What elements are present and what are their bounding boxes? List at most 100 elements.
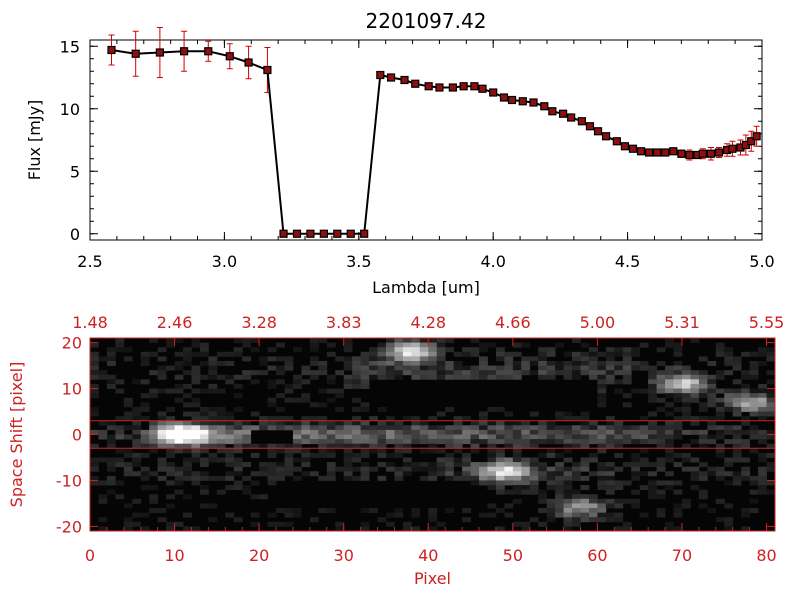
image-pixel: [208, 434, 218, 440]
image-pixel: [419, 475, 429, 481]
image-pixel: [546, 480, 556, 486]
image-pixel: [504, 351, 514, 357]
image-pixel: [436, 448, 446, 454]
image-pixel: [343, 360, 353, 366]
image-pixel: [479, 471, 488, 477]
image-pixel: [665, 370, 674, 376]
image-pixel: [123, 425, 133, 431]
image-pixel: [267, 480, 277, 486]
image-pixel: [470, 425, 480, 431]
image-pixel: [512, 498, 522, 504]
image-pixel: [445, 374, 455, 380]
image-pixel: [183, 448, 192, 454]
image-pixel: [377, 425, 387, 431]
image-pixel: [614, 429, 624, 435]
image-pixel: [495, 508, 505, 514]
image-pixel: [749, 365, 759, 371]
image-pixel: [394, 356, 404, 362]
image-pixel: [149, 420, 159, 426]
image-pixel: [208, 406, 218, 412]
image-pixel: [199, 388, 209, 394]
image-pixel: [656, 397, 666, 403]
image-pixel: [343, 365, 353, 371]
image-pixel: [715, 471, 725, 477]
image-pixel: [208, 452, 218, 458]
image-pixel: [276, 475, 285, 481]
image-pixel: [588, 452, 598, 458]
image-pixel: [90, 480, 99, 486]
image-pixel: [259, 494, 268, 500]
image-pixel: [614, 498, 624, 504]
image-pixel: [335, 356, 345, 362]
data-point: [499, 93, 509, 102]
image-pixel: [208, 457, 218, 463]
image-pixel: [741, 402, 751, 408]
image-pixel: [157, 466, 167, 472]
data-point: [448, 83, 457, 92]
image-pixel: [411, 365, 421, 371]
image-pixel: [614, 360, 624, 366]
data-point: [645, 148, 654, 157]
image-pixel: [555, 452, 564, 458]
image-pixel: [411, 425, 421, 431]
image-pixel: [546, 448, 556, 454]
image-pixel: [555, 508, 564, 514]
image-pixel: [622, 347, 632, 353]
image-pixel: [157, 347, 167, 353]
image-pixel: [284, 521, 294, 527]
image-pixel: [741, 393, 751, 399]
image-pixel: [157, 429, 167, 435]
image-pixel: [605, 439, 615, 445]
image-pixel: [631, 351, 641, 357]
image-pixel: [605, 351, 615, 357]
image-pixel: [411, 370, 421, 376]
image-pixel: [335, 429, 345, 435]
image-pixel: [419, 356, 429, 362]
image-pixel: [267, 521, 277, 527]
image-pixel: [445, 443, 455, 449]
spectral-image-panel: 0 10 20 30 40 50 60 70 801.48 2.46 3.28 3.83 4.28 4.6…: [7, 313, 784, 588]
image-pixel: [487, 448, 497, 454]
image-pixel: [580, 498, 590, 504]
image-pixel: [631, 498, 641, 504]
image-pixel: [563, 439, 573, 445]
image-pixel: [208, 443, 218, 449]
image-pixel: [225, 439, 235, 445]
image-pixel: [749, 475, 759, 481]
image-pixel: [597, 383, 607, 389]
image-pixel: [732, 452, 742, 458]
image-pixel: [411, 439, 421, 445]
image-pixel: [132, 406, 142, 412]
image-pixel: [166, 494, 175, 500]
image-pixel: [563, 494, 573, 500]
image-pixel: [555, 425, 564, 431]
image-pixel: [360, 526, 370, 532]
image-pixel: [233, 439, 243, 445]
image-pixel: [250, 338, 260, 343]
image-pixel: [183, 360, 192, 366]
image-pixel: [665, 452, 674, 458]
image-pixel: [301, 462, 311, 468]
image-pixel: [555, 475, 564, 481]
image-pixel: [183, 411, 192, 417]
image-pixel: [301, 397, 311, 403]
image-pixel: [106, 475, 116, 481]
image-pixel: [115, 342, 125, 348]
image-pixel: [546, 360, 556, 366]
image-pixel: [495, 439, 505, 445]
image-pixel: [614, 370, 624, 376]
image-pixel: [123, 411, 133, 417]
image-pixel: [495, 489, 505, 495]
top-tick-label: 5.00: [580, 313, 616, 332]
image-pixel: [284, 425, 294, 431]
image-pixel: [292, 374, 302, 380]
image-pixel: [605, 489, 615, 495]
image-pixel: [106, 480, 116, 486]
image-pixel: [512, 466, 522, 472]
image-pixel: [166, 434, 175, 440]
image-pixel: [656, 494, 666, 500]
image-pixel: [529, 443, 539, 449]
data-point: [698, 149, 707, 158]
image-pixel: [597, 365, 607, 371]
image-pixel: [597, 471, 607, 477]
